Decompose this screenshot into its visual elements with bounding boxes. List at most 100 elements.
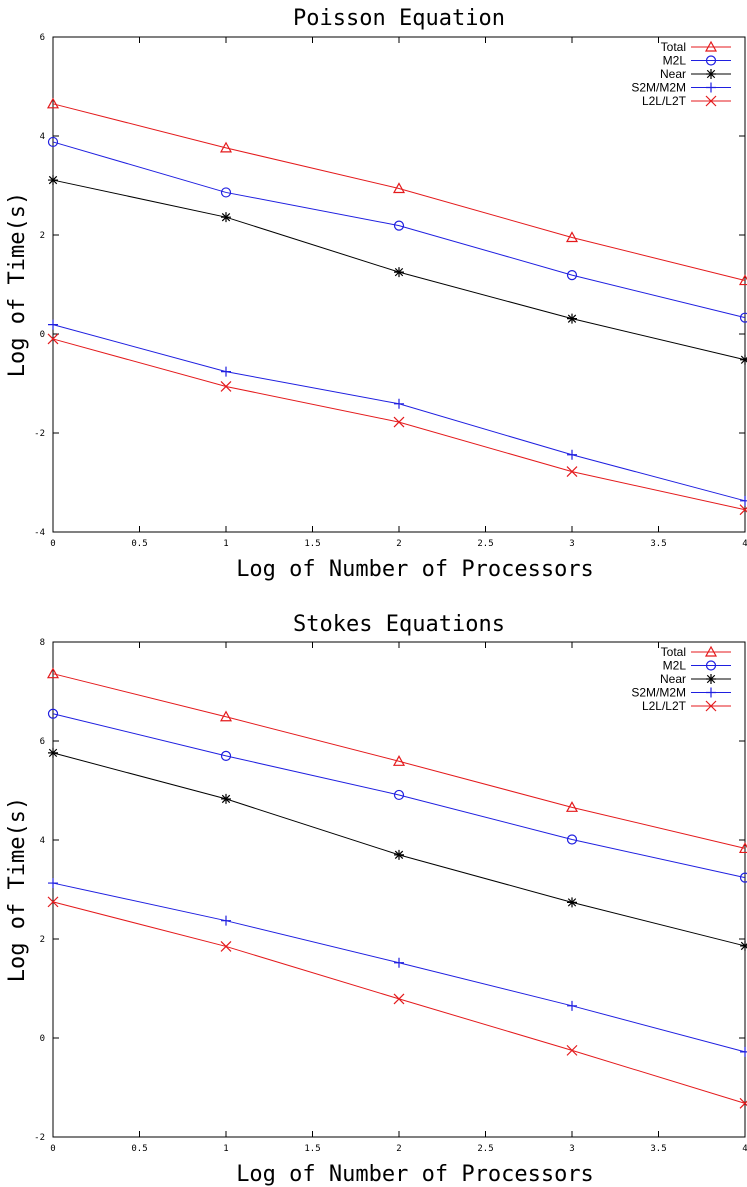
legend-marker xyxy=(705,660,717,671)
data-point xyxy=(566,269,578,281)
data-point xyxy=(739,312,747,323)
data-point xyxy=(394,957,404,968)
legend-label: L2L/L2T xyxy=(642,94,687,108)
data-point xyxy=(739,872,747,883)
data-point xyxy=(48,747,58,758)
series-line xyxy=(52,338,746,511)
data-point xyxy=(567,1000,577,1011)
legend-label: S2M/M2M xyxy=(631,686,686,700)
x-tick-label: 3 xyxy=(569,539,574,549)
data-point xyxy=(221,915,231,926)
data-point xyxy=(220,187,232,198)
data-point xyxy=(220,941,232,952)
legend-label: L2L/L2T xyxy=(642,699,687,713)
legend-marker xyxy=(705,55,717,66)
y-tick-label: 4 xyxy=(40,132,45,142)
series-near xyxy=(48,747,747,951)
legend-marker xyxy=(705,700,717,712)
series-l2l-l2t xyxy=(47,333,747,516)
y-tick-label: 4 xyxy=(40,836,45,846)
x-tick-label: 3 xyxy=(569,1144,574,1154)
series-total xyxy=(46,97,747,286)
data-point xyxy=(565,231,579,243)
legend-label: Total xyxy=(661,40,686,54)
y-axis-label: Log of Time(s) xyxy=(5,192,30,377)
x-axis-label: Log of Number of Processors xyxy=(236,1162,594,1187)
legend-label: Near xyxy=(660,672,686,686)
x-tick-label: 2 xyxy=(396,539,401,549)
legend-label: M2L xyxy=(663,54,687,68)
x-axis-label: Log of Number of Processors xyxy=(236,557,594,582)
data-point xyxy=(567,449,577,460)
data-point xyxy=(740,354,747,365)
series-line xyxy=(52,673,746,849)
legend-marker xyxy=(704,40,718,52)
data-point xyxy=(394,267,404,278)
series-line xyxy=(52,141,746,319)
x-tick-label: 4 xyxy=(742,539,747,549)
data-point xyxy=(48,878,58,889)
legend-label: Near xyxy=(660,67,686,81)
legend-marker xyxy=(705,95,717,107)
series-line xyxy=(52,324,746,502)
data-point xyxy=(738,274,747,286)
data-point xyxy=(221,212,231,223)
data-point xyxy=(46,667,60,679)
data-point xyxy=(46,97,60,109)
data-point xyxy=(740,1046,747,1057)
legend-marker xyxy=(706,82,716,93)
y-tick-label: -2 xyxy=(34,429,45,439)
data-point xyxy=(47,136,59,148)
data-point xyxy=(566,1044,578,1056)
series-line xyxy=(52,103,746,282)
data-point xyxy=(393,416,405,428)
y-tick-label: 8 xyxy=(40,638,45,648)
data-point xyxy=(566,466,578,478)
data-point xyxy=(393,220,405,231)
plot-frame xyxy=(52,36,746,533)
data-point xyxy=(739,504,747,516)
series-line xyxy=(52,713,746,879)
data-point xyxy=(567,897,577,908)
y-tick-label: -4 xyxy=(34,528,45,538)
x-tick-label: 2.5 xyxy=(477,539,493,549)
data-point xyxy=(219,141,233,153)
legend-label: Total xyxy=(661,645,686,659)
y-axis-label: Log of Time(s) xyxy=(5,797,30,982)
data-point xyxy=(566,834,578,845)
data-point xyxy=(392,182,406,194)
data-point xyxy=(567,313,577,324)
data-point xyxy=(565,801,579,812)
series-total xyxy=(46,667,747,854)
y-tick-label: 6 xyxy=(40,737,45,747)
legend-marker xyxy=(706,674,716,684)
legend-marker xyxy=(706,69,716,79)
data-point xyxy=(48,175,58,186)
series-m2l xyxy=(47,708,747,883)
data-point xyxy=(220,750,232,761)
chart-panel-1: Poisson Equation 0 0.5 1 1.5 2 2.5 3 3.5 4 -4 -2 0 2 4… xyxy=(5,6,747,582)
legend-marker xyxy=(706,687,716,698)
series-l2l-l2t xyxy=(47,896,747,1109)
x-tick-label: 1 xyxy=(223,1144,228,1154)
data-point xyxy=(738,842,747,854)
x-tick-label: 1.5 xyxy=(304,1144,320,1154)
y-tick-label: -2 xyxy=(34,1133,45,1143)
legend-label: M2L xyxy=(663,659,687,673)
x-tick-label: 0.5 xyxy=(131,1144,147,1154)
x-tick-label: 4 xyxy=(742,1144,747,1154)
data-point xyxy=(221,366,231,377)
series-near xyxy=(48,175,747,365)
series-line xyxy=(52,752,746,947)
chart-panel-2: Stokes Equations 0 0.5 1 1.5 2 2.5 3 3.5 4 -2 0 2 4 6 8… xyxy=(5,612,747,1187)
x-tick-label: 0 xyxy=(50,1144,55,1154)
data-point xyxy=(47,333,59,345)
data-point xyxy=(47,896,59,908)
series-m2l xyxy=(47,136,747,323)
legend-label: S2M/M2M xyxy=(631,81,686,95)
data-point xyxy=(740,495,747,506)
plot-frame xyxy=(52,641,746,1138)
y-tick-label: 2 xyxy=(40,935,45,945)
